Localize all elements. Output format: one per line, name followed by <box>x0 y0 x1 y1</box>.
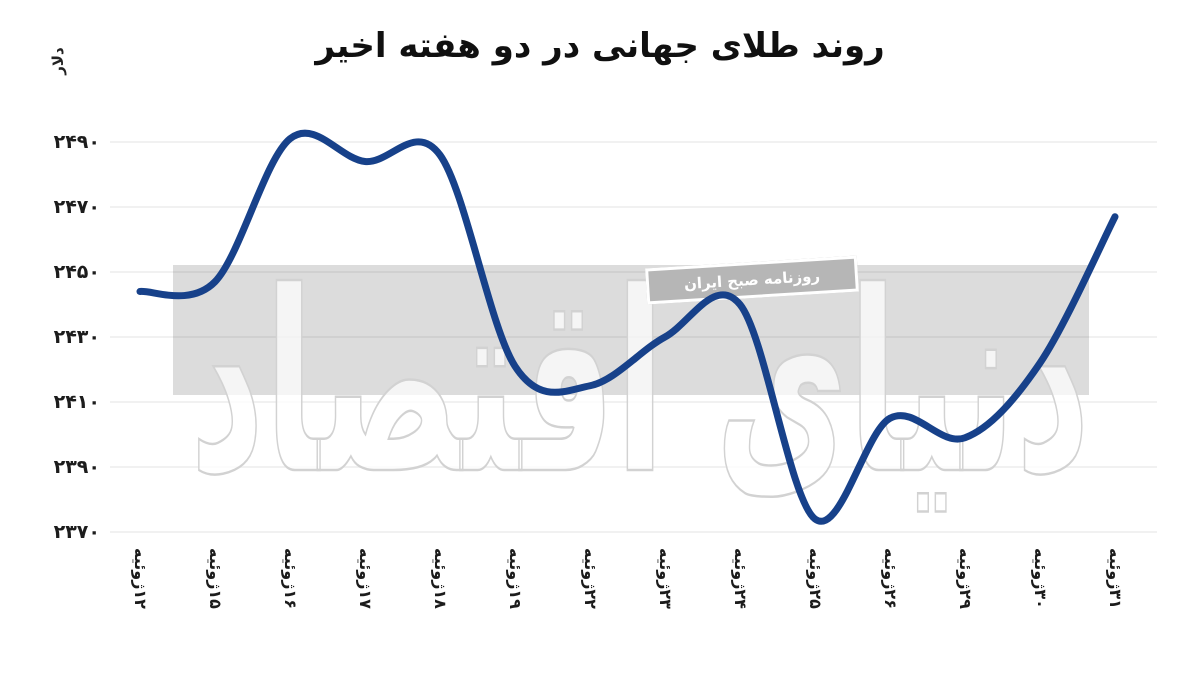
watermark-band <box>173 265 1089 395</box>
y-tick-label: ۲۴۹۰ <box>53 131 100 153</box>
watermark-logo-text: دنیای اقتصاد <box>190 238 1090 529</box>
y-tick-label: ۲۴۳۰ <box>53 326 100 348</box>
y-tick-label: ۲۴۷۰ <box>53 196 100 218</box>
y-tick-label: ۲۳۹۰ <box>53 456 100 478</box>
y-tick-label: ۲۴۵۰ <box>53 261 100 283</box>
gold-trend-line <box>136 129 1119 525</box>
y-tick-label: ۲۳۷۰ <box>53 521 100 543</box>
y-tick-label: ۲۴۱۰ <box>53 391 100 413</box>
chart-title: روند طلای جهانی در دو هفته اخیر <box>315 26 885 66</box>
